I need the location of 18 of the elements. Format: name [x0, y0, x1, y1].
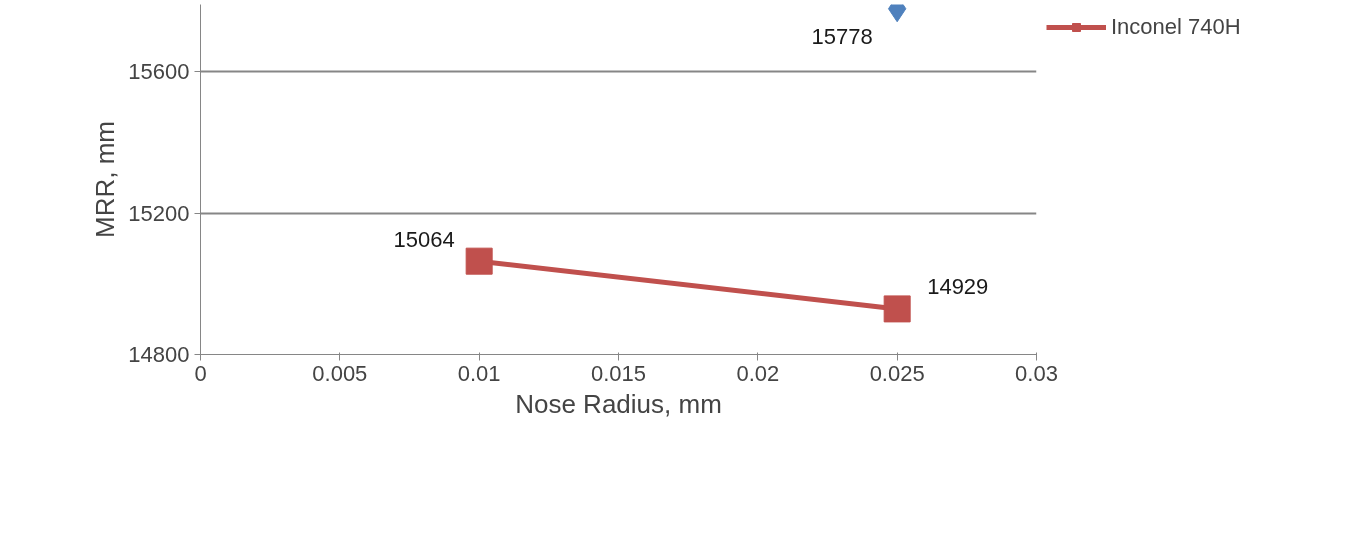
x-tick-label: 0.03 [1015, 360, 1058, 386]
data-label: 15064 [393, 226, 455, 252]
y-axis-title: MRR, mm [90, 121, 121, 238]
x-axis-title: Nose Radius, mm [515, 388, 722, 419]
x-tick-label: 0.02 [736, 360, 780, 386]
x-tick-label: 0 [194, 360, 207, 386]
point [465, 247, 493, 275]
data-label: 15778 [811, 24, 873, 50]
point [883, 295, 911, 323]
x-tick-label: 0.015 [590, 360, 647, 386]
x-tick-label: 0.005 [312, 360, 368, 386]
y-tick-label: 14800 [128, 342, 190, 367]
data-label: 14929 [927, 274, 989, 300]
legend-label: Inconel 740H [1111, 14, 1241, 40]
x-tick-label: 0.025 [869, 360, 925, 386]
x-tick-label: 0.01 [457, 360, 501, 386]
y-tick-label: 15200 [128, 200, 190, 226]
y-tick-label: 15600 [128, 59, 190, 85]
